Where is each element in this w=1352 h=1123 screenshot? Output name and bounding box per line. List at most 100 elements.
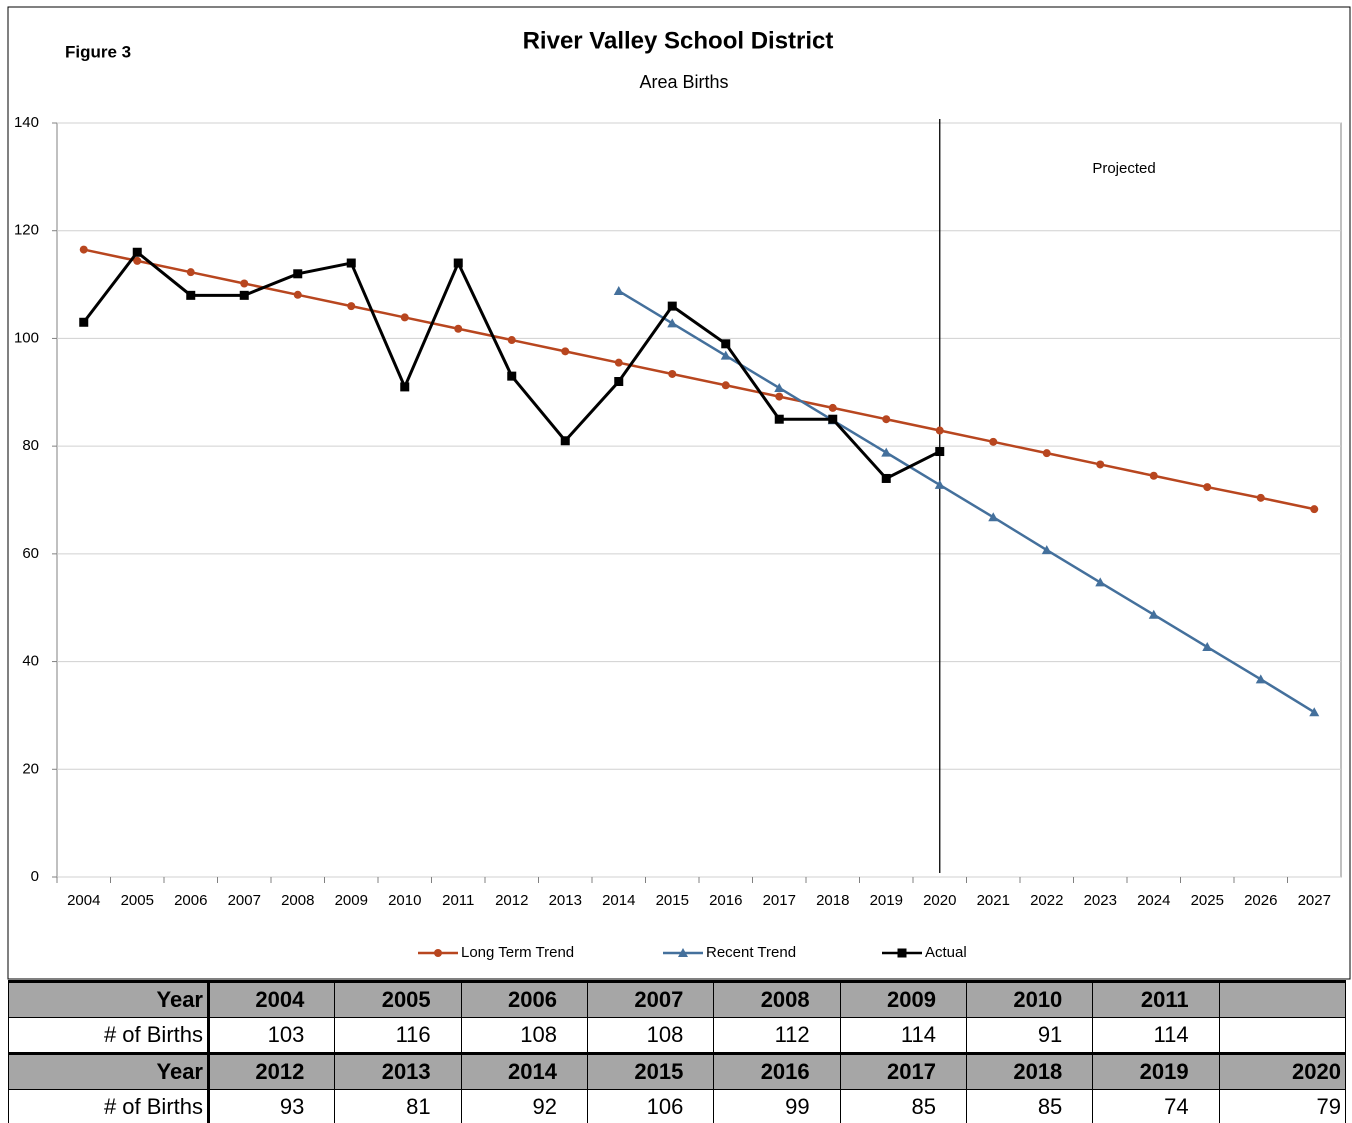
figure-label: Figure 3 xyxy=(65,42,131,61)
year-cell: 2007 xyxy=(586,980,715,1018)
year-cell: 2017 xyxy=(839,1052,967,1090)
year-cell: 2013 xyxy=(334,1052,462,1090)
marker xyxy=(667,301,677,311)
marker xyxy=(828,414,838,424)
x-tick-label: 2006 xyxy=(174,892,207,909)
marker xyxy=(1042,449,1051,458)
x-tick-label: 2019 xyxy=(870,892,903,909)
births-cell: 99 xyxy=(713,1089,841,1123)
x-tick-label: 2015 xyxy=(656,892,689,909)
births-cell: 85 xyxy=(965,1089,1094,1123)
x-tick-label: 2022 xyxy=(1030,892,1063,909)
x-tick-label: 2020 xyxy=(923,892,956,909)
births-cell: 91 xyxy=(965,1017,1094,1054)
x-tick-label: 2023 xyxy=(1084,892,1117,909)
y-tick-label: 140 xyxy=(14,114,39,131)
year-cell: 2015 xyxy=(586,1052,715,1090)
births-cell: 116 xyxy=(334,1017,462,1054)
year-cell: 2009 xyxy=(839,980,967,1018)
marker xyxy=(186,268,195,277)
marker xyxy=(897,948,907,958)
legend-item: Recent Trend xyxy=(663,944,796,961)
x-tick-label: 2009 xyxy=(335,892,368,909)
year-row: Year 2012 2013 2014 2015 2016 2017 2018 2019 2020 xyxy=(8,1052,1347,1090)
marker xyxy=(561,347,570,356)
marker xyxy=(774,382,785,392)
marker xyxy=(989,437,998,446)
births-cell xyxy=(1218,1017,1347,1054)
x-tick-label: 2026 xyxy=(1244,892,1277,909)
year-cell: 2006 xyxy=(460,980,588,1018)
x-tick-label: 2010 xyxy=(388,892,421,909)
marker xyxy=(293,290,302,299)
marker xyxy=(828,403,837,412)
legend-label: Long Term Trend xyxy=(461,944,574,961)
marker xyxy=(934,479,945,489)
legend-item: Actual xyxy=(882,944,967,961)
year-cell: 2016 xyxy=(713,1052,841,1090)
marker xyxy=(613,286,624,296)
x-tick-label: 2018 xyxy=(816,892,849,909)
marker xyxy=(614,358,623,367)
x-tick-label: 2007 xyxy=(228,892,261,909)
marker xyxy=(1149,471,1158,480)
legend-label: Actual xyxy=(925,944,967,961)
x-tick-label: 2012 xyxy=(495,892,528,909)
series-line xyxy=(83,248,1315,511)
births-cell: 74 xyxy=(1092,1089,1220,1123)
y-tick-label: 100 xyxy=(14,329,39,346)
marker xyxy=(293,269,303,279)
year-cell: 2018 xyxy=(965,1052,1094,1090)
marker xyxy=(720,350,731,360)
year-row: Year 2004 2005 2006 2007 2008 2009 2010 2011 xyxy=(8,980,1347,1018)
year-cell xyxy=(1218,980,1347,1018)
year-cell: 2010 xyxy=(965,980,1094,1018)
legend-item: Long Term Trend xyxy=(418,944,574,961)
births-cell: 92 xyxy=(460,1089,588,1123)
marker xyxy=(186,290,196,300)
annotation: Projected xyxy=(1092,160,1155,177)
births-row: # of Births 93 81 92 106 99 85 85 74 79 xyxy=(8,1089,1347,1123)
marker xyxy=(347,302,356,311)
marker xyxy=(775,392,784,401)
marker xyxy=(774,414,784,424)
births-cell: 79 xyxy=(1218,1089,1347,1123)
births-cell: 114 xyxy=(839,1017,967,1054)
marker xyxy=(1309,707,1320,717)
births-cell: 106 xyxy=(586,1089,715,1123)
row-header: Year xyxy=(8,1052,210,1090)
chart-title: River Valley School District xyxy=(523,27,834,54)
marker xyxy=(1096,460,1105,469)
marker xyxy=(1255,674,1266,684)
chart-frame xyxy=(7,6,1351,980)
marker xyxy=(434,949,442,957)
y-tick-label: 60 xyxy=(22,545,39,562)
marker xyxy=(721,339,731,349)
chart: Figure 3 River Valley School District Ar… xyxy=(7,6,1351,980)
x-tick-label: 2011 xyxy=(442,892,474,909)
marker xyxy=(133,256,142,265)
x-tick-label: 2021 xyxy=(977,892,1010,909)
x-tick-label: 2013 xyxy=(549,892,582,909)
births-cell: 108 xyxy=(460,1017,588,1054)
year-cell: 2020 xyxy=(1218,1052,1347,1090)
year-cell: 2011 xyxy=(1092,980,1220,1018)
marker xyxy=(1148,609,1159,619)
births-row: # of Births 103 116 108 108 112 114 91 114 xyxy=(8,1017,1347,1054)
births-cell: 112 xyxy=(713,1017,841,1054)
marker xyxy=(881,473,891,483)
marker xyxy=(560,436,570,446)
row-header: # of Births xyxy=(8,1017,210,1054)
marker xyxy=(678,948,688,957)
row-header: Year xyxy=(8,980,210,1018)
marker xyxy=(882,415,891,424)
births-cell: 103 xyxy=(207,1017,336,1054)
x-tick-label: 2024 xyxy=(1137,892,1170,909)
births-cell: 114 xyxy=(1092,1017,1220,1054)
marker xyxy=(240,279,249,288)
marker xyxy=(79,245,88,254)
marker xyxy=(1202,642,1213,652)
births-cell: 81 xyxy=(334,1089,462,1123)
marker xyxy=(721,381,730,390)
year-cell: 2008 xyxy=(713,980,841,1018)
